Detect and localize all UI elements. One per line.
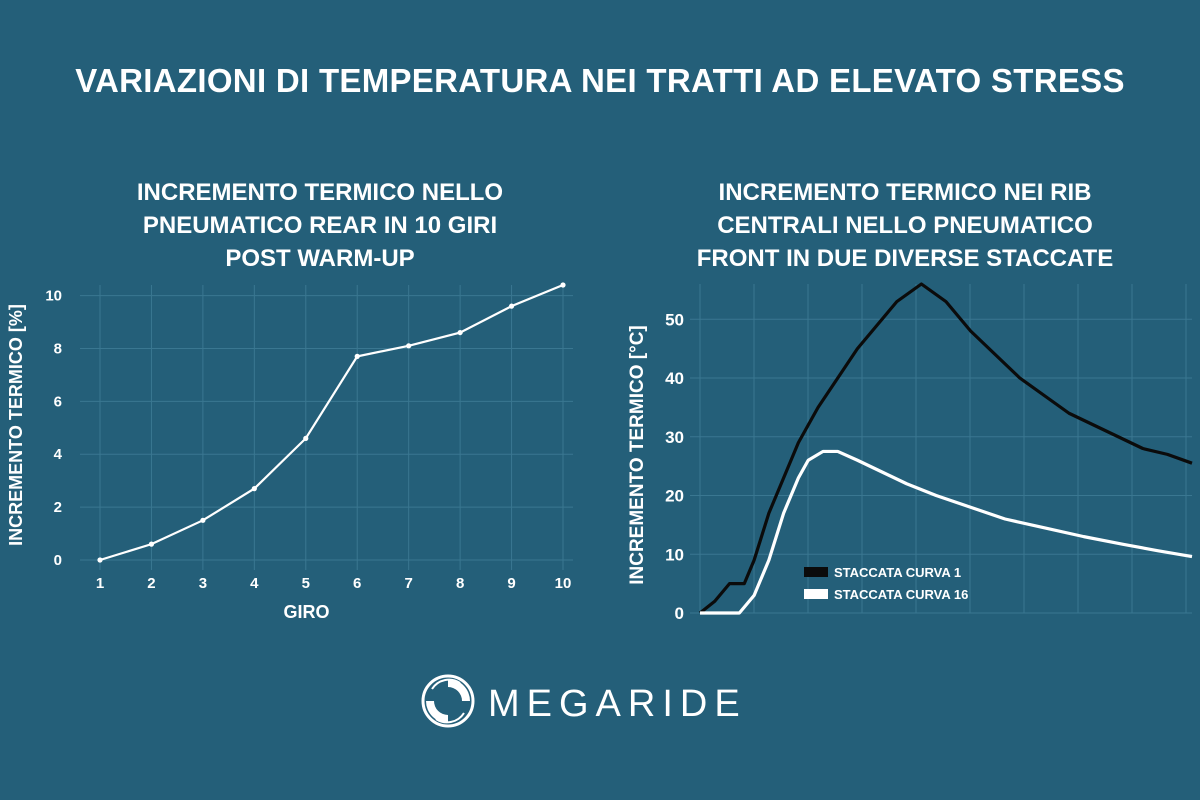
x-tick-label: 7 bbox=[404, 575, 412, 592]
right-chart-title-line: CENTRALI NELLO PNEUMATICO bbox=[717, 212, 1093, 239]
megaride-swirl-icon bbox=[421, 674, 475, 728]
data-point bbox=[200, 517, 206, 523]
y-tick-label: 2 bbox=[54, 499, 62, 516]
y-axis-label: INCREMENTO TERMICO [°C] bbox=[627, 325, 648, 585]
left-chart-title-line: PNEUMATICO REAR IN 10 GIRI bbox=[142, 212, 498, 239]
main-title: VARIAZIONI DI TEMPERATURA NEI TRATTI AD … bbox=[75, 62, 1125, 99]
y-tick-label: 6 bbox=[54, 393, 62, 410]
right-chart-title-line: INCREMENTO TERMICO NEI RIB bbox=[718, 179, 1092, 206]
data-point bbox=[251, 486, 257, 492]
data-point bbox=[303, 435, 309, 441]
x-tick-label: 2 bbox=[147, 575, 155, 592]
y-tick-label: 50 bbox=[665, 310, 684, 329]
y-tick-label: 4 bbox=[54, 446, 63, 463]
data-point bbox=[354, 353, 360, 359]
y-tick-label: 20 bbox=[665, 487, 684, 506]
x-tick-label: 8 bbox=[456, 575, 464, 592]
x-tick-label: 4 bbox=[250, 575, 259, 592]
x-tick-label: 10 bbox=[555, 575, 572, 592]
y-tick-label: 10 bbox=[665, 545, 684, 564]
y-tick-label: 0 bbox=[675, 604, 684, 623]
x-axis-label: GIRO bbox=[283, 602, 329, 622]
data-point bbox=[560, 282, 566, 288]
y-tick-label: 8 bbox=[54, 340, 62, 357]
series-line bbox=[699, 282, 1193, 615]
y-tick-label: 10 bbox=[45, 288, 62, 305]
data-point bbox=[457, 329, 463, 336]
y-tick-label: 30 bbox=[665, 428, 684, 447]
brand-name: MEGARIDE bbox=[488, 683, 747, 725]
legend-label: STACCATA CURVA 16 bbox=[834, 587, 968, 602]
x-tick-label: 6 bbox=[353, 575, 361, 592]
left-chart-title-line: POST WARM-UP bbox=[225, 245, 415, 272]
x-tick-label: 1 bbox=[96, 575, 104, 592]
y-tick-label: 0 bbox=[54, 552, 62, 569]
right-chart-title-line: FRONT IN DUE DIVERSE STACCATE bbox=[696, 245, 1114, 272]
data-point bbox=[406, 343, 412, 349]
data-point bbox=[148, 541, 155, 547]
series-line bbox=[99, 283, 564, 562]
left-chart-title-line: INCREMENTO TERMICO NELLO bbox=[136, 179, 504, 206]
y-tick-label: 40 bbox=[665, 369, 684, 388]
data-point bbox=[97, 557, 103, 563]
legend-label: STACCATA CURVA 1 bbox=[834, 565, 961, 580]
x-tick-label: 9 bbox=[507, 575, 515, 592]
x-tick-label: 3 bbox=[199, 575, 207, 592]
data-point bbox=[508, 303, 515, 309]
legend-swatch bbox=[804, 589, 828, 599]
legend-swatch bbox=[804, 567, 828, 577]
series-line bbox=[700, 449, 1193, 615]
y-axis-label: INCREMENTO TERMICO [%] bbox=[6, 304, 26, 546]
brand-logo: MEGARIDE bbox=[420, 673, 800, 737]
x-tick-label: 5 bbox=[302, 575, 310, 592]
left-chart-title: INCREMENTO TERMICO NELLO PNEUMATICO REAR… bbox=[40, 176, 600, 275]
right-chart-title: INCREMENTO TERMICO NEI RIB CENTRALI NELL… bbox=[600, 176, 1200, 275]
